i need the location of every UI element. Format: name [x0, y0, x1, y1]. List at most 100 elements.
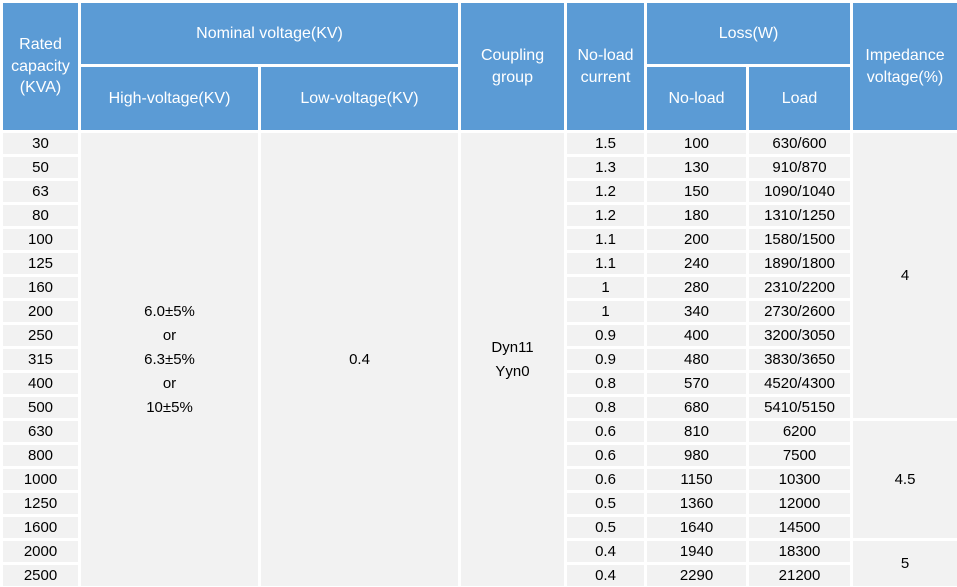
- load-loss-cell: 14500: [746, 514, 854, 541]
- table-row: 50 1.3 130 910/870: [0, 154, 957, 181]
- table-header: Rated capacity (KVA) Nominal voltage(KV)…: [0, 0, 957, 133]
- no-load-current-cell: 0.5: [564, 514, 648, 541]
- no-load-current-cell: 1.2: [564, 202, 648, 229]
- no-load-loss-cell: 340: [644, 298, 750, 325]
- no-load-loss-cell: 1940: [644, 538, 750, 565]
- rated-capacity-cell: 400: [0, 370, 81, 397]
- impedance-voltage-cell: 5: [850, 538, 957, 587]
- rated-capacity-cell: 160: [0, 274, 81, 301]
- coupling-group-cell: Dyn11 Yyn0: [458, 130, 568, 587]
- load-loss-cell: 2730/2600: [746, 298, 854, 325]
- load-loss-cell: 3200/3050: [746, 322, 854, 349]
- no-load-loss-cell: 810: [644, 418, 750, 445]
- no-load-current-cell: 1.1: [564, 250, 648, 277]
- rated-capacity-cell: 315: [0, 346, 81, 373]
- header-row-1: Rated capacity (KVA) Nominal voltage(KV)…: [0, 0, 957, 133]
- rated-capacity-cell: 1600: [0, 514, 81, 541]
- table-body: 30 6.0±5% or 6.3±5% or 10±5% 0.4 Dyn11 Yyn0…: [0, 130, 957, 587]
- rated-capacity-cell: 2000: [0, 538, 81, 565]
- rated-capacity-cell: 63: [0, 178, 81, 205]
- no-load-current-cell: 0.5: [564, 490, 648, 517]
- rated-capacity-cell: 200: [0, 298, 81, 325]
- table-row: 400 0.8 570 4520/4300: [0, 370, 957, 397]
- no-load-loss-cell: 400: [644, 322, 750, 349]
- table-row: 315 0.9 480 3830/3650: [0, 346, 957, 373]
- table-row: 1250 0.5 1360 12000: [0, 490, 957, 517]
- header-nominal-voltage: Nominal voltage(KV): [77, 0, 462, 67]
- rated-capacity-cell: 800: [0, 442, 81, 469]
- header-loss: Loss(W): [644, 0, 854, 67]
- no-load-loss-cell: 1150: [644, 466, 750, 493]
- rated-capacity-cell: 250: [0, 322, 81, 349]
- load-loss-cell: 630/600: [746, 130, 854, 157]
- no-load-loss-cell: 1640: [644, 514, 750, 541]
- no-load-loss-cell: 980: [644, 442, 750, 469]
- rated-capacity-cell: 80: [0, 202, 81, 229]
- no-load-loss-cell: 130: [644, 154, 750, 181]
- low-voltage-cell: 0.4: [257, 130, 462, 587]
- load-loss-cell: 21200: [746, 562, 854, 587]
- no-load-current-cell: 0.8: [564, 394, 648, 421]
- header-high-voltage: High-voltage(KV): [78, 64, 261, 133]
- header-low-voltage: Low-voltage(KV): [257, 64, 462, 133]
- header-row-2: High-voltage(KV) Low-voltage(KV) No-load…: [2, 64, 957, 133]
- rated-capacity-cell: 2500: [0, 562, 81, 587]
- load-loss-cell: 10300: [746, 466, 854, 493]
- no-load-loss-cell: 100: [644, 130, 750, 157]
- rated-capacity-cell: 100: [0, 226, 81, 253]
- load-loss-cell: 1890/1800: [746, 250, 854, 277]
- table-row: 80 1.2 180 1310/1250: [0, 202, 957, 229]
- high-voltage-cell: 6.0±5% or 6.3±5% or 10±5%: [78, 130, 261, 587]
- header-impedance-voltage: Impedance voltage(%): [850, 0, 957, 133]
- load-loss-cell: 4520/4300: [746, 370, 854, 397]
- load-loss-cell: 910/870: [746, 154, 854, 181]
- table-row: 125 1.1 240 1890/1800: [0, 250, 957, 277]
- no-load-current-cell: 0.8: [564, 370, 648, 397]
- load-loss-cell: 6200: [746, 418, 854, 445]
- no-load-loss-cell: 680: [644, 394, 750, 421]
- header-no-load-current: No-load current: [564, 0, 648, 133]
- load-loss-cell: 12000: [746, 490, 854, 517]
- header-loss-no-load: No-load: [644, 64, 750, 133]
- table-row: 30 6.0±5% or 6.3±5% or 10±5% 0.4 Dyn11 Yyn0…: [0, 130, 957, 587]
- table-row: 100 1.1 200 1580/1500: [0, 226, 957, 253]
- table-row: 800 0.6 980 7500: [0, 442, 957, 469]
- no-load-loss-cell: 150: [644, 178, 750, 205]
- no-load-current-cell: 1.2: [564, 178, 648, 205]
- table-row: 63 1.2 150 1090/1040: [0, 178, 957, 205]
- header-rated-capacity: Rated capacity (KVA): [0, 0, 81, 133]
- load-loss-cell: 1310/1250: [746, 202, 854, 229]
- no-load-loss-cell: 480: [644, 346, 750, 373]
- no-load-current-cell: 1.3: [564, 154, 648, 181]
- load-loss-cell: 1580/1500: [746, 226, 854, 253]
- header-loss-load: Load: [746, 64, 854, 133]
- rated-capacity-cell: 500: [0, 394, 81, 421]
- no-load-current-cell: 1.5: [564, 130, 648, 157]
- no-load-loss-cell: 200: [644, 226, 750, 253]
- impedance-voltage-cell: 4: [850, 130, 957, 421]
- no-load-current-cell: 0.4: [564, 562, 648, 587]
- rated-capacity-cell: 1250: [0, 490, 81, 517]
- load-loss-cell: 2310/2200: [746, 274, 854, 301]
- no-load-loss-cell: 180: [644, 202, 750, 229]
- table-row: 500 0.8 680 5410/5150: [0, 394, 957, 421]
- load-loss-cell: 1090/1040: [746, 178, 854, 205]
- no-load-current-cell: 0.9: [564, 346, 648, 373]
- table-row: 2000 0.4 1940 18300 5: [0, 538, 957, 587]
- load-loss-cell: 5410/5150: [746, 394, 854, 421]
- table-row: 250 0.9 400 3200/3050: [0, 322, 957, 349]
- no-load-loss-cell: 2290: [644, 562, 750, 587]
- no-load-current-cell: 0.6: [564, 466, 648, 493]
- table-row: 160 1 280 2310/2200: [0, 274, 957, 301]
- no-load-current-cell: 1.1: [564, 226, 648, 253]
- load-loss-cell: 18300: [746, 538, 854, 565]
- table-row: 1000 0.6 1150 10300: [0, 466, 957, 493]
- no-load-current-cell: 0.9: [564, 322, 648, 349]
- rated-capacity-cell: 30: [0, 130, 81, 157]
- no-load-current-cell: 0.4: [564, 538, 648, 565]
- no-load-current-cell: 0.6: [564, 442, 648, 469]
- no-load-loss-cell: 1360: [644, 490, 750, 517]
- no-load-current-cell: 0.6: [564, 418, 648, 445]
